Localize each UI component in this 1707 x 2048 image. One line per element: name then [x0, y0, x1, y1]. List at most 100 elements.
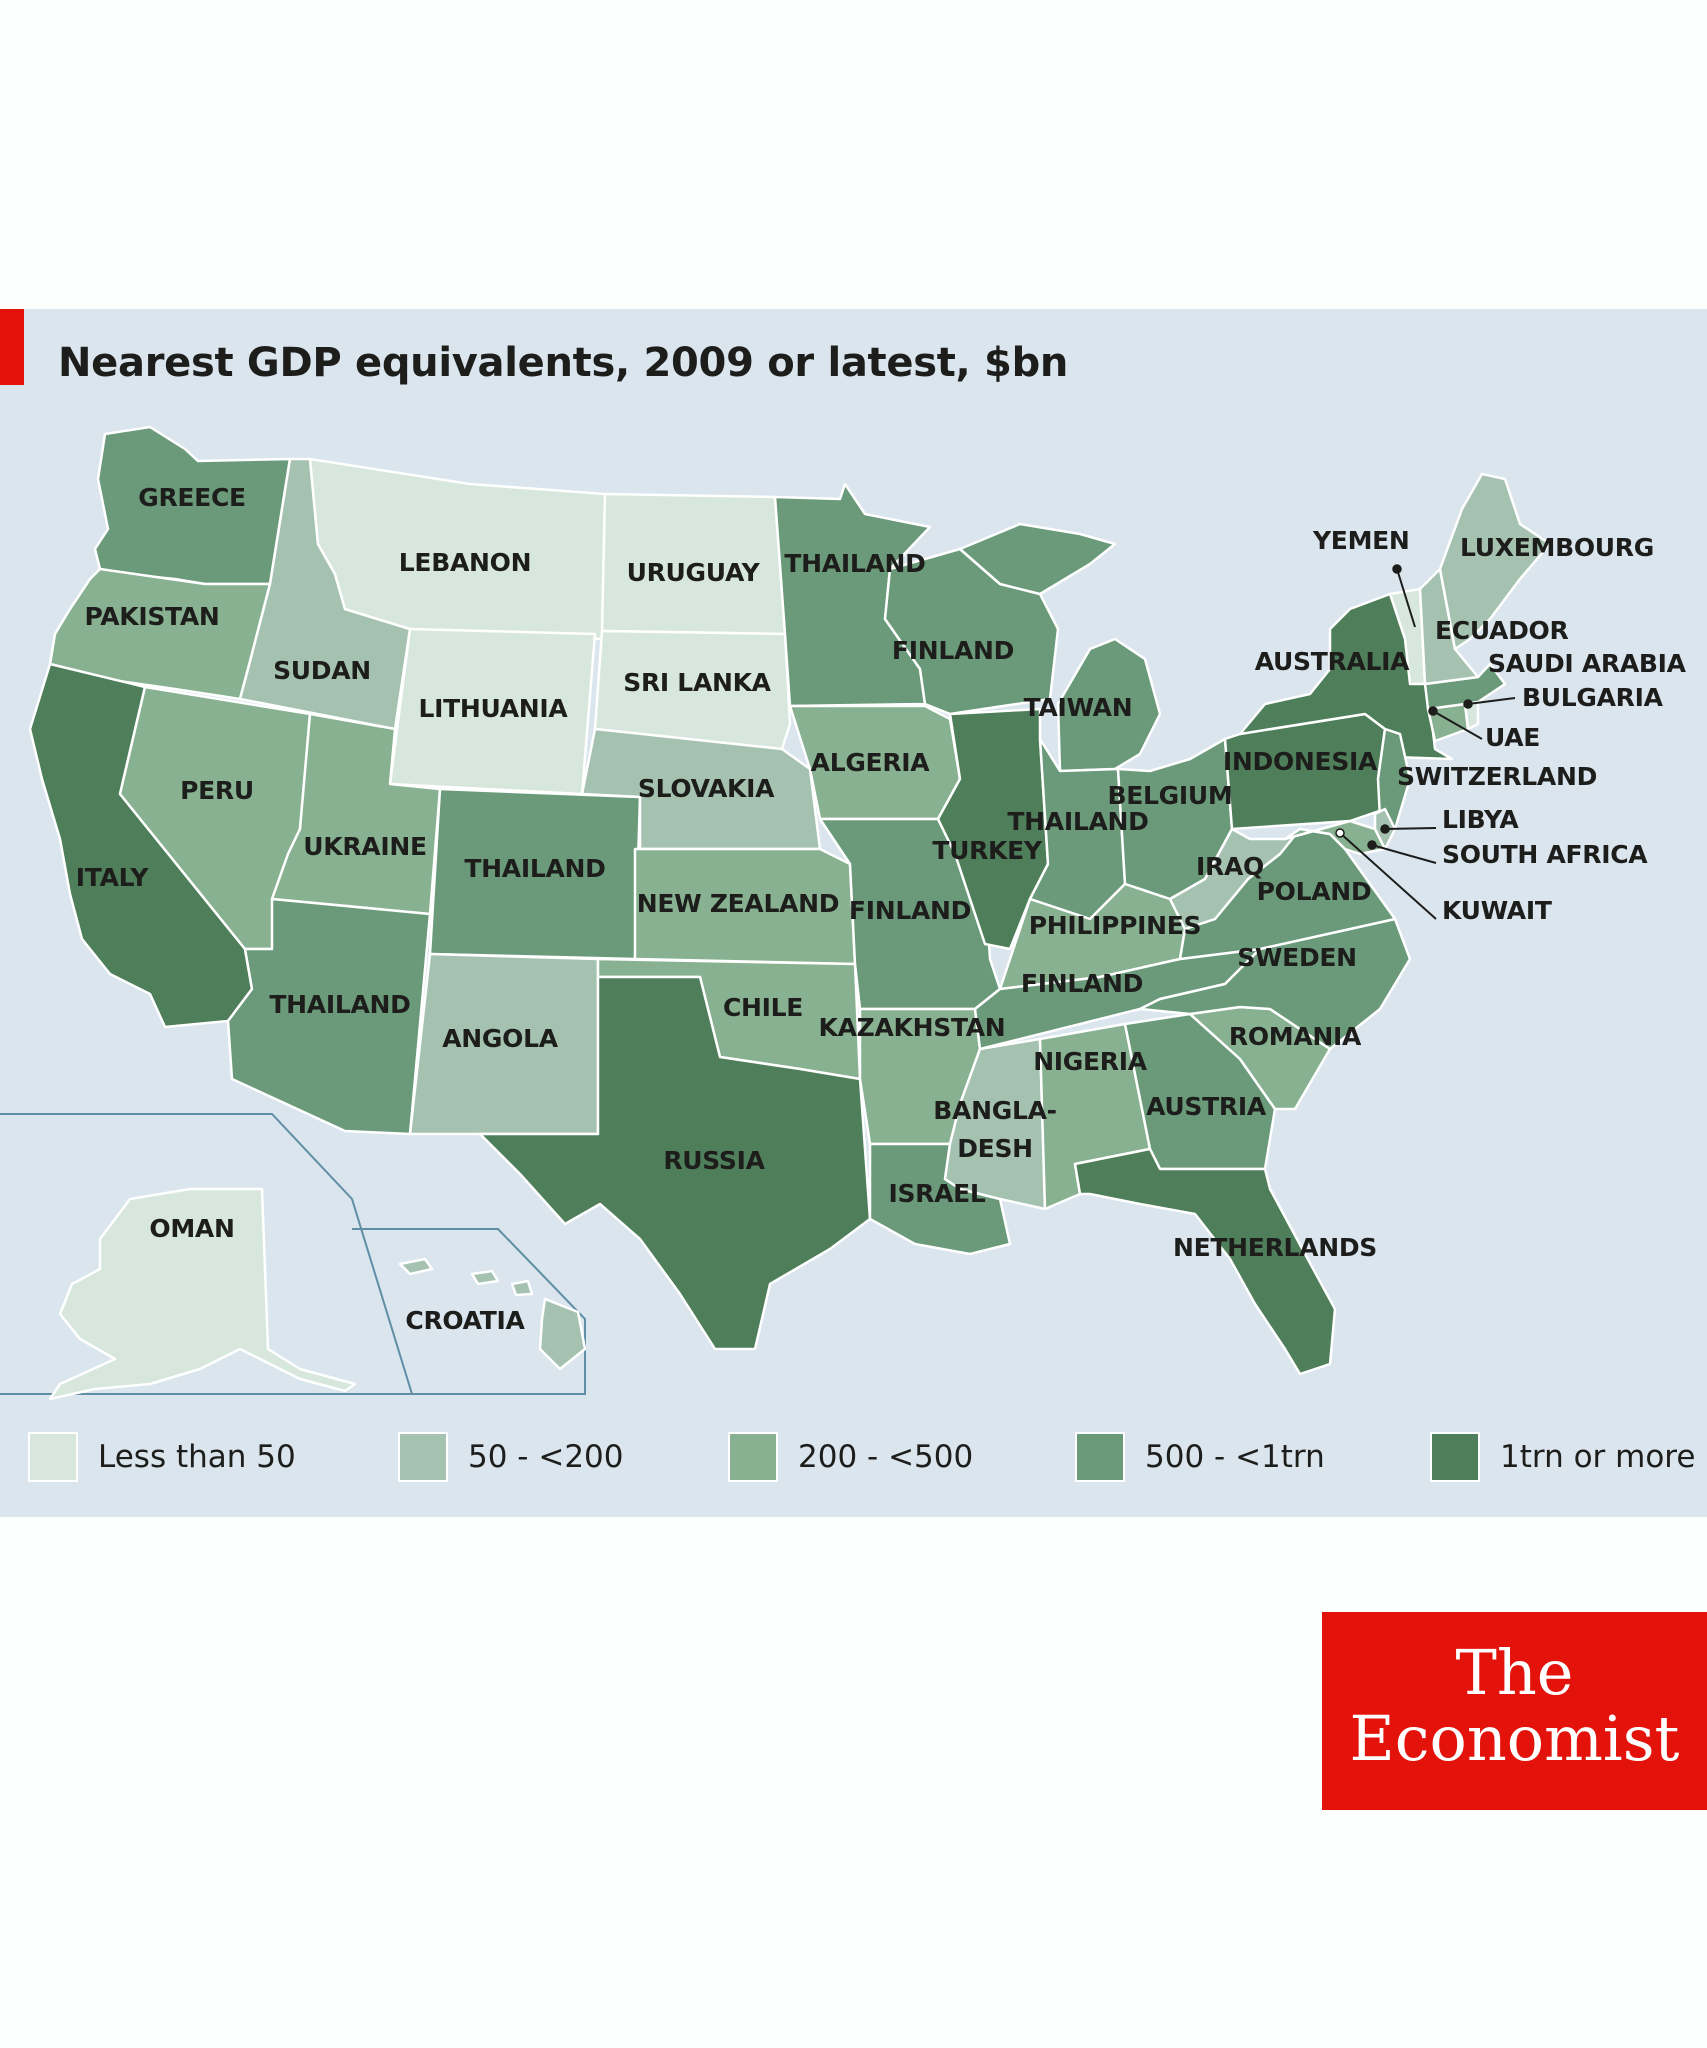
- leader-dot-ri: [1463, 699, 1473, 709]
- state-label-id: SUDAN: [273, 656, 371, 685]
- callout-leaders-layer: [1335, 564, 1516, 920]
- state-label-il: TURKEY: [932, 836, 1043, 865]
- state-label-tx: RUSSIA: [663, 1146, 765, 1175]
- state-label-ri: BULGARIA: [1522, 683, 1664, 712]
- state-label-vt: YEMEN: [1312, 526, 1410, 555]
- state-label-ak: OMAN: [149, 1214, 234, 1243]
- leader-dot-md: [1367, 840, 1377, 850]
- legend-item: 500 - <1trn: [1075, 1432, 1325, 1482]
- legend-item: 200 - <500: [728, 1432, 973, 1482]
- state-label-in: THAILAND: [1007, 807, 1148, 836]
- state-label-me: LUXEMBOURG: [1460, 533, 1654, 562]
- legend-label: 1trn or more: [1500, 1439, 1696, 1475]
- leader-dot-dc: [1335, 828, 1345, 838]
- legend-label: 200 - <500: [798, 1439, 974, 1475]
- leader-line-dc: [1339, 832, 1437, 920]
- state-label-ma: SAUDI ARABIA: [1488, 649, 1687, 678]
- legend-swatch: [398, 1432, 448, 1482]
- legend-item: 1trn or more: [1430, 1432, 1695, 1482]
- state-label-fl: NETHERLANDS: [1173, 1233, 1377, 1262]
- legend-label: 500 - <1trn: [1145, 1439, 1325, 1475]
- state-label-oh: BELGIUM: [1108, 781, 1233, 810]
- state-or: [48, 567, 272, 701]
- state-labels-layer: GREECE PAKISTAN ITALY SUDAN PERU LEBANON LITHU…: [76, 483, 1687, 1335]
- state-label-nv: PERU: [180, 776, 254, 805]
- legend: Less than 50 50 - <200 200 - <500 500 - …: [0, 1432, 1707, 1492]
- state-label-pa: INDONESIA: [1223, 747, 1378, 776]
- economist-logo: The Economist: [1322, 1612, 1707, 1810]
- state-label-ia: ALGERIA: [811, 748, 931, 777]
- state-label-mt: LEBANON: [399, 548, 531, 577]
- state-label-mo: FINLAND: [849, 896, 971, 925]
- state-label-nh: ECUADOR: [1435, 616, 1569, 645]
- state-il: [936, 707, 1050, 951]
- leader-dot-vt: [1392, 564, 1402, 574]
- state-label-wy: LITHUANIA: [419, 694, 569, 723]
- legend-swatch: [728, 1432, 778, 1482]
- leader-dot-de: [1380, 824, 1390, 834]
- state-me: [1438, 472, 1552, 651]
- state-nh: [1418, 567, 1480, 686]
- logo-line-1: The: [1455, 1636, 1574, 1709]
- state-label-wi: FINLAND: [892, 636, 1014, 665]
- state-label-co: THAILAND: [464, 854, 605, 883]
- state-label-hi: CROATIA: [405, 1306, 525, 1335]
- state-label-ga: AUSTRIA: [1146, 1092, 1267, 1121]
- state-label-ok: CHILE: [723, 993, 803, 1022]
- state-label-al: NIGERIA: [1033, 1047, 1148, 1076]
- chart-title: Nearest GDP equivalents, 2009 or latest,…: [58, 340, 1069, 386]
- state-az: [226, 897, 432, 1136]
- legend-swatch: [1430, 1432, 1480, 1482]
- state-label-sc: ROMANIA: [1229, 1022, 1362, 1051]
- state-label-md: SOUTH AFRICA: [1442, 840, 1648, 869]
- state-label-ct: UAE: [1485, 723, 1540, 752]
- state-label-va: POLAND: [1257, 877, 1372, 906]
- leader-line-de: [1384, 827, 1437, 830]
- state-label-ks: NEW ZEALAND: [637, 889, 840, 918]
- state-md: [1283, 819, 1387, 856]
- logo-line-2: Economist: [1349, 1702, 1680, 1775]
- us-map: GREECE PAKISTAN ITALY SUDAN PERU LEBANON LITHU…: [0, 425, 1687, 1401]
- state-label-wv: IRAQ: [1196, 852, 1264, 881]
- leader-line-vt: [1396, 568, 1416, 628]
- state-nc: [1138, 917, 1412, 1051]
- state-vt: [1388, 587, 1427, 686]
- state-label-ne: SLOVAKIA: [638, 774, 775, 803]
- legend-item: Less than 50: [28, 1432, 296, 1482]
- leader-line-md: [1371, 844, 1437, 864]
- state-label-dc: KUWAIT: [1442, 896, 1552, 925]
- state-tx: [478, 975, 872, 1351]
- state-label-az: THAILAND: [269, 990, 410, 1019]
- state-hi: [398, 1257, 587, 1371]
- state-label-ny: AUSTRALIA: [1255, 647, 1410, 676]
- state-label-la: ISRAEL: [888, 1179, 985, 1208]
- legend-swatch: [28, 1432, 78, 1482]
- state-label-or: PAKISTAN: [84, 602, 219, 631]
- states-layer: [28, 425, 1552, 1401]
- legend-label: 50 - <200: [468, 1439, 624, 1475]
- hawaii-inset-frame: [352, 1228, 586, 1395]
- state-label-nd: URUGUAY: [627, 558, 761, 587]
- state-label-ar: KAZAKHSTAN: [819, 1013, 1006, 1042]
- state-label-tn: FINLAND: [1021, 969, 1143, 998]
- alaska-inset-frame: [0, 1113, 414, 1395]
- red-accent-bar: [0, 309, 24, 385]
- state-label-ky: PHILIPPINES: [1029, 911, 1201, 940]
- legend-label: Less than 50: [98, 1439, 296, 1475]
- state-label-ms: BANGLA-DESH: [933, 1096, 1056, 1163]
- state-label-wa: GREECE: [138, 483, 246, 512]
- state-label-nm: ANGOLA: [442, 1024, 558, 1053]
- legend-item: 50 - <200: [398, 1432, 623, 1482]
- state-label-mi: TAIWAN: [1024, 693, 1133, 722]
- leader-line-ri: [1467, 697, 1516, 705]
- state-label-ut: UKRAINE: [303, 832, 426, 861]
- leader-line-ct: [1432, 710, 1483, 740]
- state-label-sd: SRI LANKA: [623, 668, 771, 697]
- state-label-mn: THAILAND: [784, 549, 925, 578]
- state-label-nj: SWITZERLAND: [1397, 762, 1597, 791]
- state-label-ca: ITALY: [76, 863, 150, 892]
- state-sd: [593, 629, 792, 751]
- leader-dot-ct: [1428, 706, 1438, 716]
- state-label-nc: SWEDEN: [1237, 943, 1357, 972]
- state-ak: [48, 1187, 357, 1401]
